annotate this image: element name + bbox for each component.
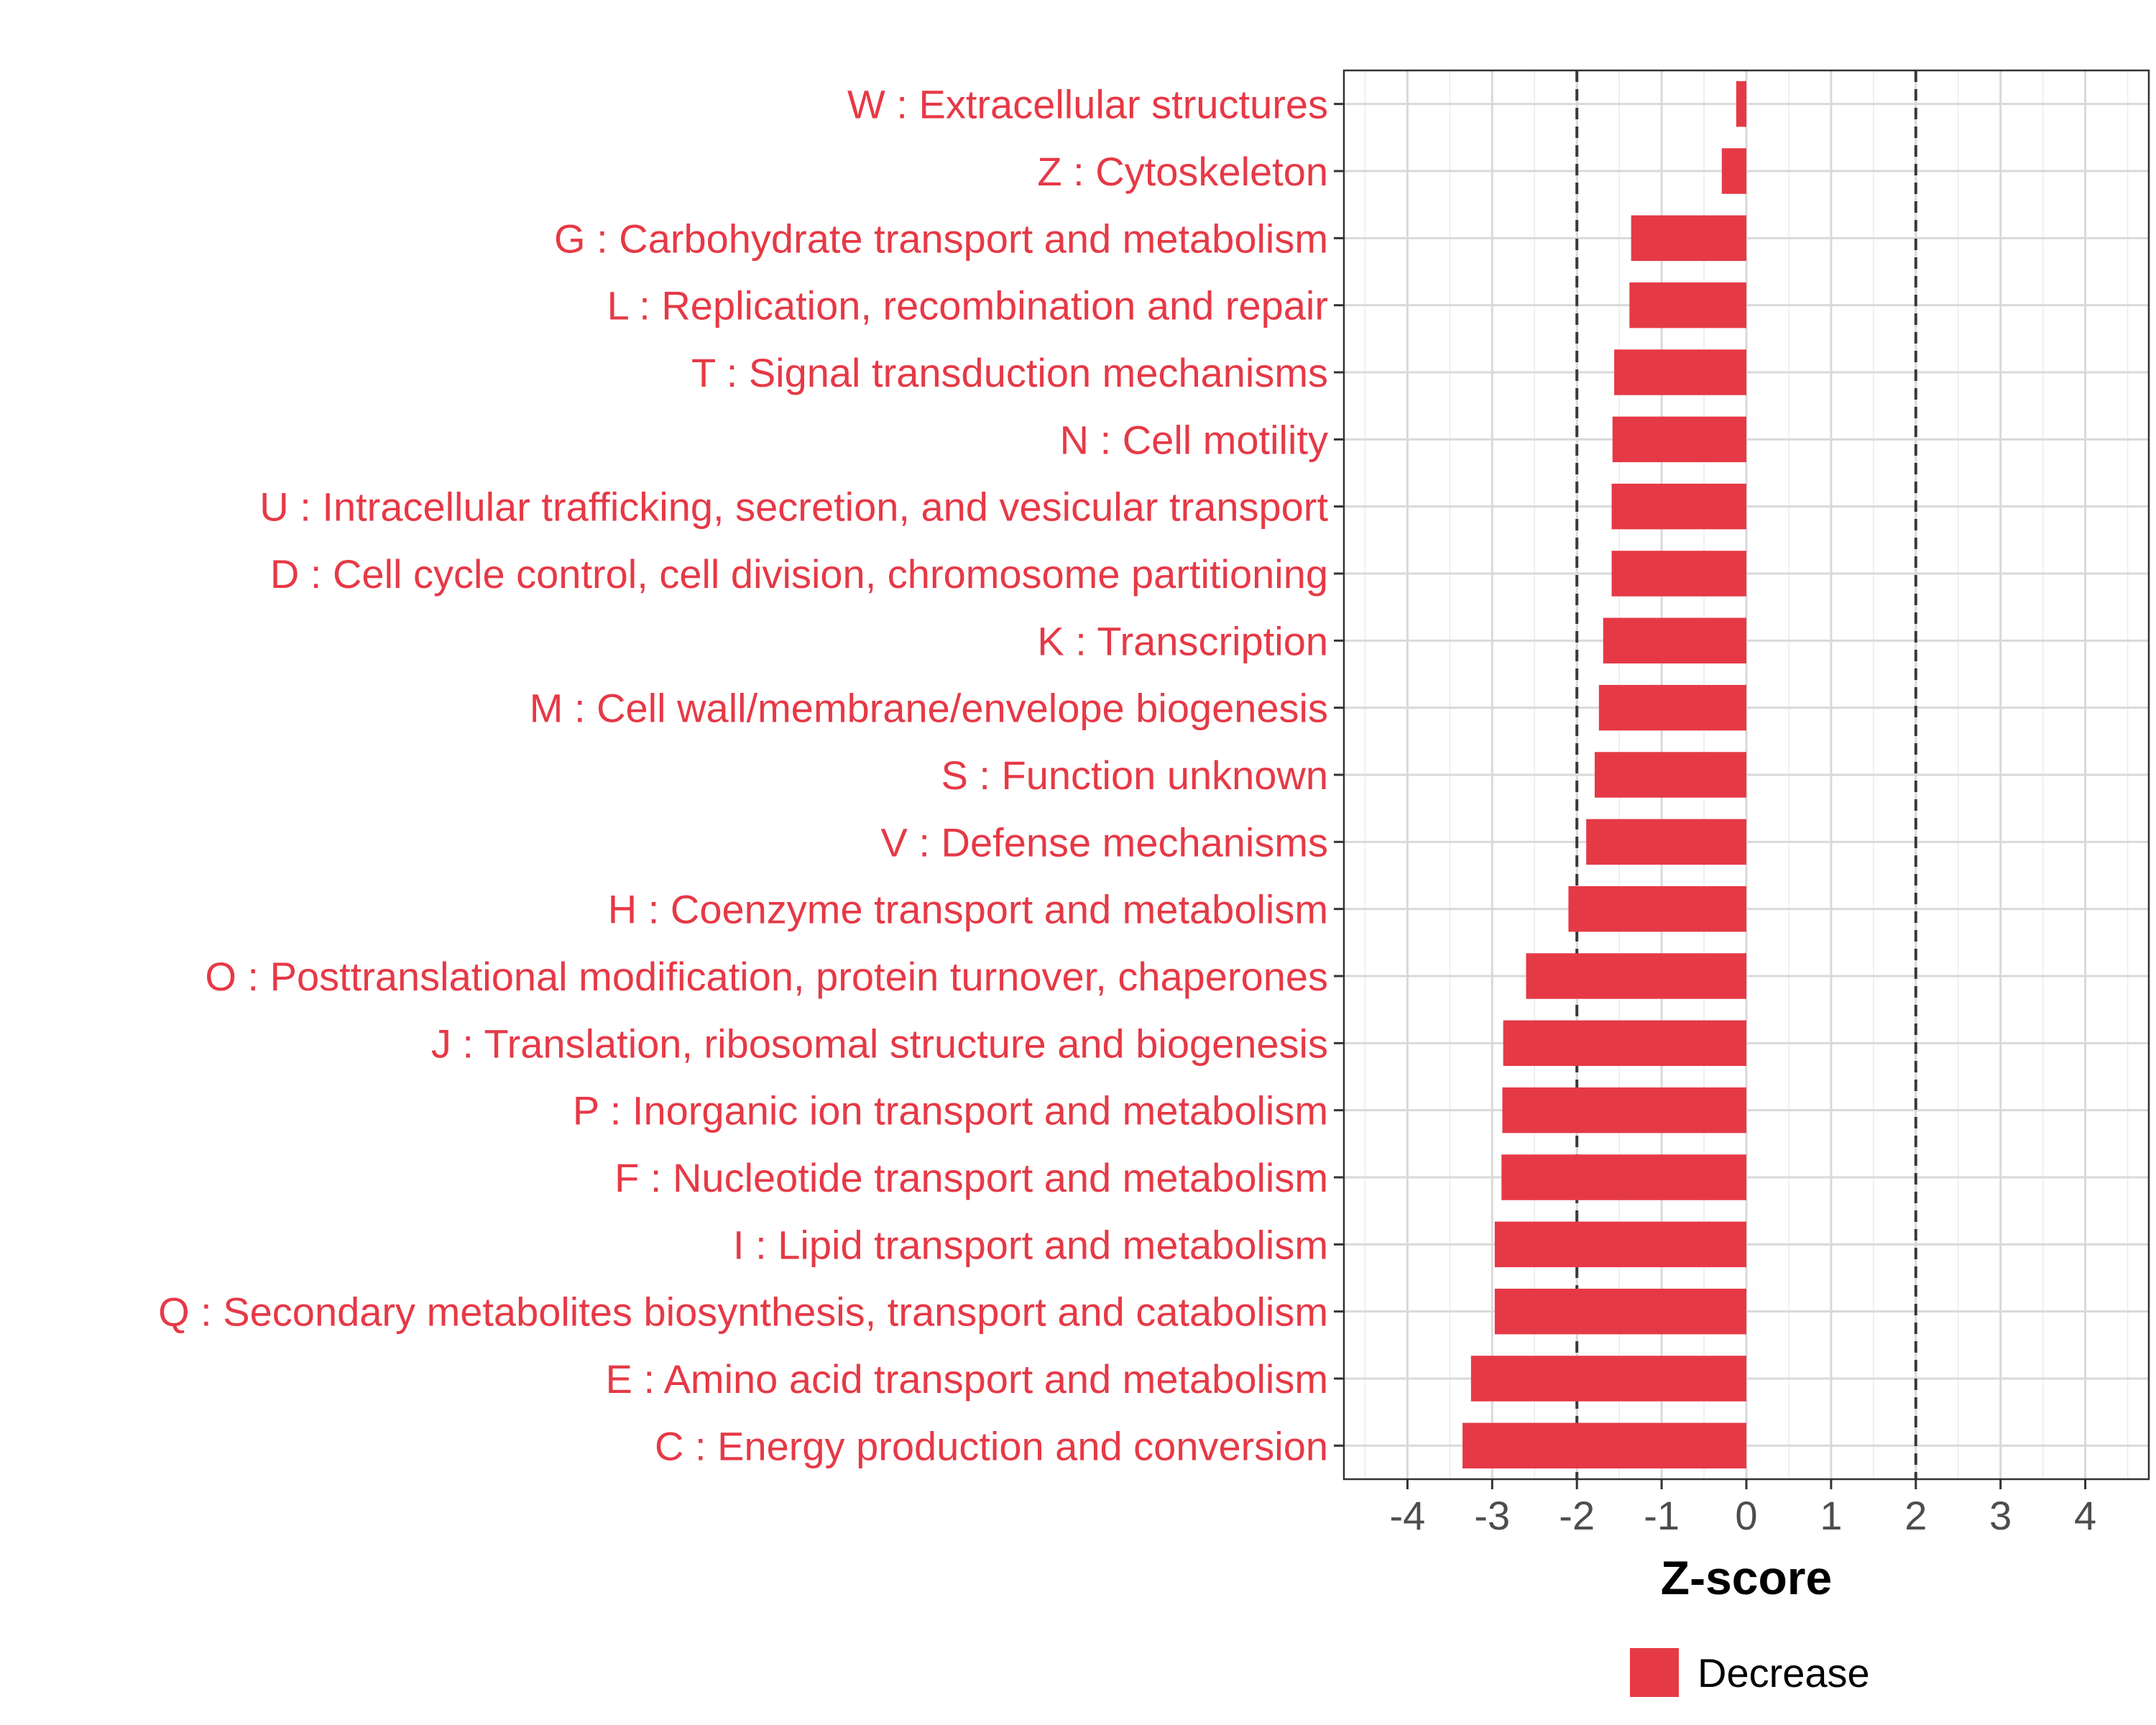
legend-key-decrease [1630,1648,1679,1697]
bar [1494,1288,1746,1335]
bar [1526,953,1746,999]
bar [1736,80,1746,127]
bar [1503,1020,1746,1067]
category-label: E : Amino acid transport and metabolism [606,1356,1328,1402]
category-label: P : Inorganic ion transport and metaboli… [573,1088,1328,1133]
category-label: S : Function unknown [941,753,1328,798]
category-label: L : Replication, recombination and repai… [607,283,1328,328]
bar [1470,1356,1746,1402]
reference-lines [1575,70,1917,1479]
bar [1614,349,1746,395]
category-label: T : Signal transduction mechanisms [691,350,1328,395]
bar [1611,551,1746,597]
category-label: M : Cell wall/membrane/envelope biogenes… [530,686,1328,731]
category-label: J : Translation, ribosomal structure and… [431,1021,1328,1066]
category-label: H : Coenzyme transport and metabolism [608,887,1328,932]
bar [1462,1422,1746,1469]
category-label: V : Defense mechanisms [881,819,1328,865]
bars [1462,80,1746,1469]
bar [1631,215,1746,262]
legend: Decrease [1630,1648,1870,1697]
y-axis-category-labels: W : Extracellular structures Z : Cytoskel… [158,82,1328,1469]
bar [1603,617,1746,664]
x-tick-label: 4 [2074,1493,2096,1538]
x-axis-tick-labels: -4 -3 -2 -1 0 1 2 3 4 [1390,1493,2097,1538]
category-label: K : Transcription [1037,618,1328,663]
bar [1586,819,1746,865]
x-tick-label: 2 [1904,1493,1927,1538]
bar [1612,416,1746,463]
category-label: I : Lipid transport and metabolism [733,1222,1328,1267]
bar [1494,1221,1746,1268]
bar [1502,1087,1746,1133]
x-tick-label: -4 [1390,1493,1426,1538]
x-tick-label: 3 [1989,1493,2012,1538]
x-axis-ticks [1406,1479,2087,1489]
category-label: N : Cell motility [1060,417,1328,462]
category-label: D : Cell cycle control, cell division, c… [270,551,1328,597]
category-label: F : Nucleotide transport and metabolism [614,1155,1328,1200]
x-tick-label: -3 [1474,1493,1510,1538]
bar [1611,483,1746,530]
bar [1594,752,1746,798]
category-label: Q : Secondary metabolites biosynthesis, … [158,1289,1328,1335]
category-label: C : Energy production and conversion [655,1423,1328,1468]
x-tick-label: 1 [1820,1493,1842,1538]
bar [1598,684,1746,731]
bar [1501,1154,1746,1200]
legend-label-decrease: Decrease [1697,1650,1870,1696]
y-axis-ticks [1334,103,1344,1447]
category-label: U : Intracellular trafficking, secretion… [259,484,1328,530]
category-label: Z : Cytoskeleton [1037,149,1328,194]
category-label: W : Extracellular structures [847,82,1328,127]
x-tick-label: 0 [1735,1493,1757,1538]
x-tick-label: -2 [1559,1493,1595,1538]
x-axis-title: Z-score [1661,1551,1832,1604]
x-tick-label: -1 [1644,1493,1680,1538]
bar [1568,886,1746,932]
bar [1721,148,1746,194]
category-label: G : Carbohydrate transport and metabolis… [554,216,1328,261]
category-label: O : Posttranslational modification, prot… [205,954,1328,999]
bar [1629,282,1746,328]
